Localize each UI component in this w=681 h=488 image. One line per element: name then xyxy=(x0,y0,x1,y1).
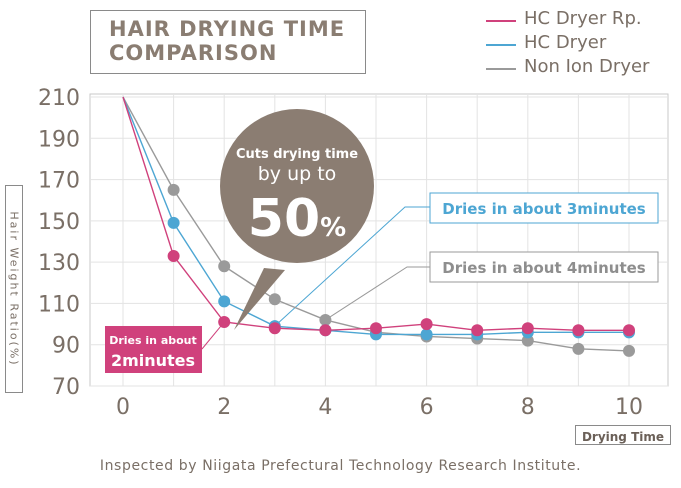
bubble-circle xyxy=(220,109,374,263)
data-point xyxy=(167,183,180,196)
legend-item-non-ion: Non Ion Dryer xyxy=(486,56,676,80)
x-axis-label-box: Drying Time xyxy=(575,425,671,445)
y-axis-label-box: Hair Weight Ratio(%) xyxy=(5,185,23,393)
y-tick-label: 70 xyxy=(52,375,80,400)
data-point xyxy=(471,324,484,337)
y-tick-label: 190 xyxy=(38,127,80,152)
bubble-tail xyxy=(234,268,285,330)
legend-label-non-ion: Non Ion Dryer xyxy=(524,56,650,77)
data-point xyxy=(319,313,332,326)
y-tick-label: 150 xyxy=(38,210,80,235)
y-axis-label: Hair Weight Ratio(%) xyxy=(7,211,21,367)
bubble-percent-value: 50 xyxy=(248,189,320,249)
legend-label-hc: HC Dryer xyxy=(524,32,607,53)
legend-swatch-hc-rp xyxy=(486,20,516,22)
non-ion-callout-text: Dries in about 4minutes xyxy=(442,259,646,277)
rp-callout-line2: 2minutes xyxy=(111,351,195,370)
data-point xyxy=(167,249,180,262)
non-ion-callout: Dries in about 4minutes xyxy=(429,251,659,283)
data-point xyxy=(218,260,231,273)
hc-callout-leader xyxy=(274,206,430,327)
chart-title-line1: HAIR DRYING TIME xyxy=(109,17,346,41)
footer-note: Inspected by Niigata Prefectural Technol… xyxy=(99,458,582,474)
data-point xyxy=(572,324,585,337)
data-point xyxy=(420,328,433,341)
bubble-text-line1: Cuts drying time xyxy=(236,147,358,162)
x-tick-label: 8 xyxy=(521,395,535,420)
title-box: HAIR DRYING TIME COMPARISON xyxy=(90,10,366,74)
data-point xyxy=(268,293,281,306)
data-point xyxy=(218,295,231,308)
non-ion-callout-box xyxy=(429,251,659,283)
data-point xyxy=(319,324,332,337)
callout-leaders xyxy=(274,206,430,327)
x-tick-label: 0 xyxy=(116,395,130,420)
x-tick-label: 6 xyxy=(420,395,434,420)
y-tick-label: 170 xyxy=(38,169,80,194)
rp-callout-line1: Dries in about xyxy=(109,334,197,347)
hc-callout-box xyxy=(429,192,659,224)
data-point xyxy=(623,344,635,357)
legend-swatch-hc xyxy=(486,44,516,46)
x-tick-label: 2 xyxy=(217,395,231,420)
y-tick-label: 210 xyxy=(38,86,80,111)
bubble-percent-unit: % xyxy=(320,213,346,243)
legend-label-hc-rp: HC Dryer Rp. xyxy=(524,8,642,29)
chart-title-line2: COMPARISON xyxy=(109,41,278,65)
legend-item-hc-rp: HC Dryer Rp. xyxy=(486,8,676,32)
non-ion-callout-leader xyxy=(325,266,430,321)
data-point xyxy=(572,342,585,355)
x-axis-label: Drying Time xyxy=(581,430,665,444)
y-tick-label: 90 xyxy=(52,334,80,359)
hc-callout: Dries in about 3minutes xyxy=(429,192,659,224)
bubble-percent: 50% xyxy=(248,189,346,249)
data-point xyxy=(521,322,534,335)
data-point xyxy=(167,216,180,229)
data-point xyxy=(268,322,281,335)
data-point xyxy=(623,324,635,337)
data-point xyxy=(521,334,534,347)
rp-callout: Dries in about 2minutes xyxy=(105,321,225,373)
y-tick-label: 130 xyxy=(38,251,80,276)
rp-callout-box xyxy=(105,326,202,373)
data-point xyxy=(420,318,433,331)
y-tick-label: 110 xyxy=(38,292,80,317)
rp-callout-leader xyxy=(201,321,225,350)
bubble-text-line2: by up to xyxy=(258,163,337,185)
legend: HC Dryer Rp. HC Dryer Non Ion Dryer xyxy=(486,8,676,80)
hc-callout-text: Dries in about 3minutes xyxy=(442,200,646,218)
legend-item-hc: HC Dryer xyxy=(486,32,676,56)
x-tick-label: 10 xyxy=(615,395,643,420)
x-tick-label: 4 xyxy=(318,395,332,420)
data-point xyxy=(370,322,382,335)
legend-swatch-non-ion xyxy=(486,68,516,70)
